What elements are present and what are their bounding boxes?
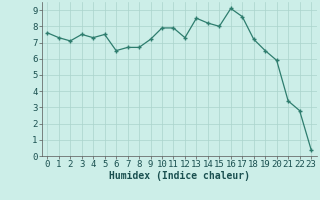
X-axis label: Humidex (Indice chaleur): Humidex (Indice chaleur) [109,171,250,181]
